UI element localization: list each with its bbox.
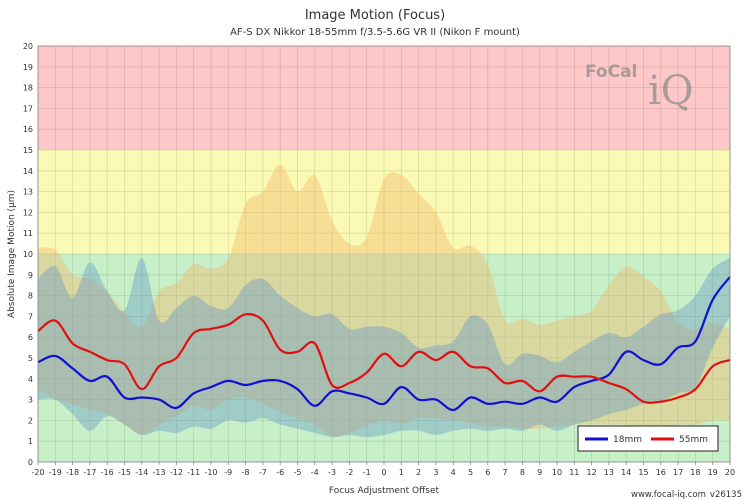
y-tick-label: 13 [23, 188, 33, 197]
logo-mark: iQ [648, 68, 694, 114]
y-tick-label: 0 [28, 458, 33, 467]
series-line-55mm [37, 313, 731, 404]
confidence-bands [38, 164, 730, 438]
x-tick-label: 20 [725, 468, 735, 477]
x-tick-label: -20 [31, 468, 44, 477]
logo-text: FoCal [585, 62, 637, 82]
focal-iq-logo: FoCal iQ [585, 62, 694, 114]
legend: 18mm 55mm [577, 425, 719, 452]
x-tick-label: -6 [276, 468, 284, 477]
y-tick-label: 20 [23, 42, 33, 51]
x-tick-label: 1 [399, 468, 404, 477]
x-tick-label: 3 [433, 468, 438, 477]
x-tick-label: -2 [345, 468, 353, 477]
zone-ok [38, 150, 730, 254]
x-tick-label: -12 [170, 468, 183, 477]
x-tick-label: 2 [416, 468, 421, 477]
quality-zones [38, 46, 730, 462]
legend-label-18mm: 18mm [613, 435, 642, 445]
x-tick-label: 6 [485, 468, 490, 477]
y-tick-label: 6 [28, 333, 33, 342]
x-tick-label: -11 [187, 468, 200, 477]
plot-frame [37, 45, 731, 463]
legend-label-55mm: 55mm [679, 435, 708, 445]
chart-subtitle: AF-S DX Nikkor 18-55mm f/3.5-5.6G VR II … [230, 27, 520, 38]
x-tick-label: 11 [569, 468, 579, 477]
x-tick-label: 4 [451, 468, 456, 477]
x-axis-label: Focus Adjustment Offset [329, 486, 440, 496]
x-tick-label: 16 [656, 468, 666, 477]
y-tick-label: 12 [23, 208, 33, 217]
y-tick-label: 8 [28, 292, 33, 301]
x-tick-label: -13 [153, 468, 166, 477]
series-line-18mm [37, 276, 731, 412]
x-tick-label: 18 [690, 468, 700, 477]
x-tick-label: 17 [673, 468, 683, 477]
x-tick-label: -19 [49, 468, 62, 477]
x-tick-label: -15 [118, 468, 131, 477]
y-tick-label: 18 [23, 84, 33, 93]
y-tick-label: 5 [28, 354, 33, 363]
x-tick-label: -10 [204, 468, 217, 477]
y-tick-label: 17 [23, 104, 33, 113]
footer-version: v26135 [710, 490, 742, 500]
x-tick-label: -14 [135, 468, 148, 477]
y-tick-label: 15 [23, 146, 33, 155]
x-tick-label: 7 [503, 468, 508, 477]
x-tick-label: 10 [552, 468, 562, 477]
x-tick-label: -17 [83, 468, 96, 477]
x-tick-label: -5 [294, 468, 302, 477]
x-tick-label: 19 [708, 468, 718, 477]
x-tick-label: -8 [242, 468, 250, 477]
band-18mm [38, 258, 730, 438]
x-tick-label: -18 [66, 468, 79, 477]
band-55mm [38, 164, 730, 438]
x-tick-label: -7 [259, 468, 267, 477]
y-tick-label: 4 [28, 375, 33, 384]
x-tick-label: 12 [587, 468, 597, 477]
y-tick-label: 16 [23, 125, 33, 134]
y-tick-label: 11 [23, 229, 33, 238]
x-tick-label: 5 [468, 468, 473, 477]
x-tick-label: 9 [537, 468, 542, 477]
y-tick-label: 3 [28, 396, 33, 405]
y-tick-label: 19 [23, 63, 33, 72]
x-tick-label: 13 [604, 468, 614, 477]
x-tick-label: 14 [621, 468, 631, 477]
x-tick-label: -1 [363, 468, 371, 477]
y-tick-label: 14 [23, 167, 33, 176]
x-tick-label: -3 [328, 468, 336, 477]
footer-site: www.focal-iq.com [631, 490, 706, 500]
y-axis-label: Absolute Image Motion (μm) [7, 190, 17, 318]
x-tick-label: 8 [520, 468, 525, 477]
chart-title: Image Motion (Focus) [305, 8, 445, 23]
y-tick-label: 2 [28, 416, 33, 425]
y-tick-label: 7 [28, 312, 33, 321]
series-lines [37, 276, 731, 412]
x-tick-label: -9 [224, 468, 232, 477]
y-tick-label: 1 [28, 437, 33, 446]
x-tick-label: -16 [101, 468, 114, 477]
x-tick-label: 15 [638, 468, 648, 477]
x-tick-label: -4 [311, 468, 319, 477]
y-tick-label: 9 [28, 271, 33, 280]
footer-text: www.focal-iq.com v26135 [631, 490, 742, 500]
zone-bad [38, 46, 730, 150]
x-tick-label: 0 [381, 468, 386, 477]
y-tick-label: 10 [23, 250, 33, 259]
